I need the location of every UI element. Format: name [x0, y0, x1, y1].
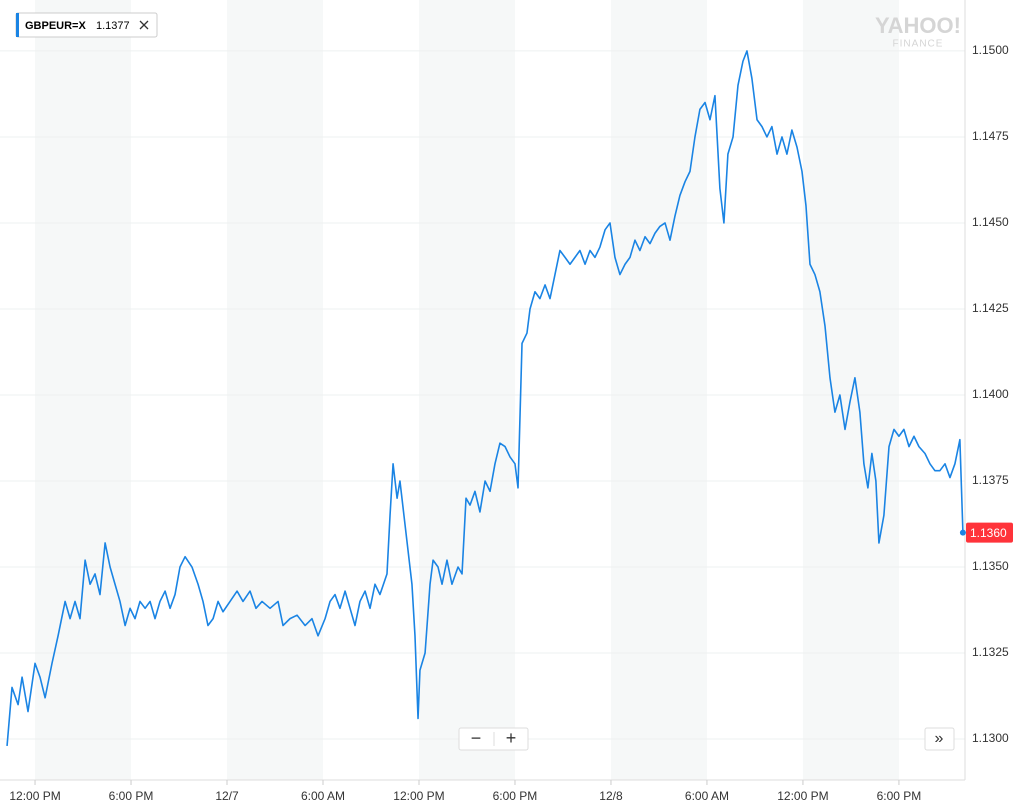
last-point [959, 529, 966, 536]
x-tick-label: 6:00 PM [877, 789, 922, 803]
last-price-label: 1.1360 [970, 526, 1007, 540]
legend-swatch [16, 13, 19, 37]
legend-name: GBPEUR=X [25, 20, 86, 32]
legend-close[interactable] [139, 20, 149, 30]
session-band [418, 0, 515, 780]
x-tick-label: 12:00 PM [393, 789, 444, 803]
price-line [6, 50, 964, 747]
x-tick-label: 12:00 PM [9, 789, 60, 803]
x-tick-label: 12/7 [215, 789, 239, 803]
logo-sub: FINANCE [893, 39, 944, 50]
legend[interactable]: GBPEUR=X 1.1377 [15, 12, 158, 38]
x-tick-label: 6:00 PM [493, 789, 538, 803]
next-button[interactable]: » [935, 730, 944, 747]
legend-value: 1.1377 [96, 20, 130, 32]
zoom-controls: − + » [458, 727, 955, 751]
x-tick-label: 12/8 [599, 789, 623, 803]
logo-brand: YAHOO! [875, 13, 961, 38]
session-band [227, 0, 323, 780]
x-tick-label: 12:00 PM [777, 789, 828, 803]
grid [0, 50, 965, 740]
zoom-out[interactable]: − [471, 728, 482, 748]
next-box [924, 727, 955, 751]
y-tick-label: 1.1500 [972, 43, 1009, 57]
y-tick-label: 1.1300 [972, 731, 1009, 745]
y-tick-label: 1.1350 [972, 559, 1009, 573]
x-tick-label: 6:00 PM [109, 789, 154, 803]
session-band [35, 0, 132, 780]
y-tick-label: 1.1375 [972, 473, 1009, 487]
y-tick-label: 1.1400 [972, 387, 1009, 401]
zoom-in[interactable]: + [506, 728, 517, 748]
x-tick-label: 6:00 AM [685, 789, 729, 803]
y-tick-label: 1.1325 [972, 645, 1009, 659]
y-tick-label: 1.1475 [972, 129, 1009, 143]
bands [35, 0, 899, 780]
x-tick-label: 6:00 AM [301, 789, 345, 803]
y-tick-label: 1.1425 [972, 301, 1009, 315]
session-band [610, 0, 707, 780]
last-price-box [966, 522, 1013, 543]
y-tick-label: 1.1450 [972, 215, 1009, 229]
session-band [802, 0, 899, 780]
